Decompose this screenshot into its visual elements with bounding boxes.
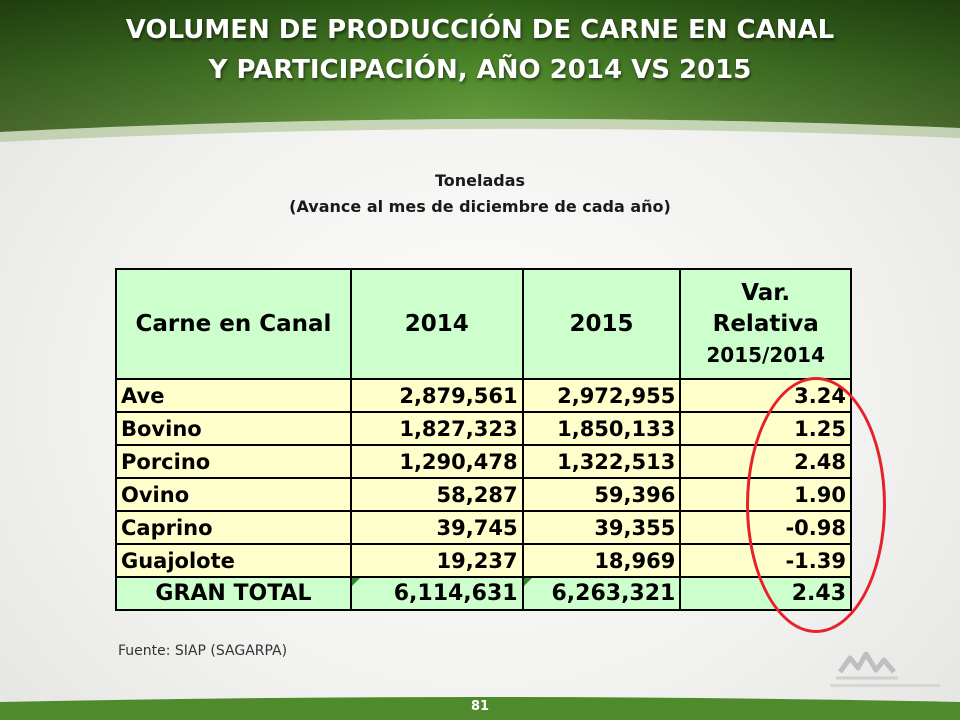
row-2015: 39,355 <box>521 510 682 545</box>
table-row: Bovino 1,827,323 1,850,133 1.25 <box>115 411 852 446</box>
table-row: Ave 2,879,561 2,972,955 3.24 <box>115 378 852 413</box>
table-row: Porcino 1,290,478 1,322,513 2.48 <box>115 444 852 479</box>
table-header-row: Carne en Canal 2014 2015 Var. Relativa 2… <box>115 268 852 380</box>
total-name: GRAN TOTAL <box>115 576 352 611</box>
title-line-2: Y PARTICIPACIÓN, AÑO 2014 VS 2015 <box>208 55 752 85</box>
row-2014: 39,745 <box>349 510 524 545</box>
total-2015: 6,263,321 <box>521 576 682 611</box>
row-2014: 1,827,323 <box>349 411 524 446</box>
table-row: Guajolote 19,237 18,969 -1.39 <box>115 543 852 578</box>
row-2015: 2,972,955 <box>521 378 682 413</box>
row-2014: 2,879,561 <box>349 378 524 413</box>
council-logo-icon <box>830 651 940 687</box>
header-band <box>0 0 960 142</box>
table-row: Caprino 39,745 39,355 -0.98 <box>115 510 852 545</box>
total-2015-value: 6,263,321 <box>551 581 676 606</box>
total-row: GRAN TOTAL 6,114,631 6,263,321 2.43 <box>115 576 852 611</box>
title-line-1: VOLUMEN DE PRODUCCIÓN DE CARNE EN CANAL <box>125 15 835 45</box>
row-2014: 58,287 <box>349 477 524 512</box>
header-var-line-1: Var. <box>741 279 791 306</box>
subtitle-units: Toneladas <box>434 171 526 190</box>
header-var-line-2: Relativa <box>712 310 819 337</box>
row-2015: 59,396 <box>521 477 682 512</box>
row-name: Guajolote <box>115 543 352 578</box>
row-2015: 18,969 <box>521 543 682 578</box>
total-2014-value: 6,114,631 <box>393 581 518 606</box>
source-note: Fuente: SIAP (SAGARPA) <box>118 643 288 659</box>
table-row: Ovino 58,287 59,396 1.90 <box>115 477 852 512</box>
row-name: Porcino <box>115 444 352 479</box>
header-variation: Var. Relativa 2015/2014 <box>679 268 852 380</box>
row-name: Bovino <box>115 411 352 446</box>
footer-band <box>0 697 960 720</box>
row-2014: 19,237 <box>349 543 524 578</box>
header-2014: 2014 <box>349 268 524 380</box>
cell-marker-icon <box>523 578 532 586</box>
cell-marker-icon <box>351 578 360 586</box>
subtitle-period: (Avance al mes de diciembre de cada año) <box>289 197 671 216</box>
slide-title: VOLUMEN DE PRODUCCIÓN DE CARNE EN CANAL … <box>0 10 960 90</box>
highlight-circle <box>746 377 886 633</box>
header-var-line-3: 2015/2014 <box>706 342 825 367</box>
row-2015: 1,850,133 <box>521 411 682 446</box>
row-name: Ovino <box>115 477 352 512</box>
row-name: Caprino <box>115 510 352 545</box>
header-category: Carne en Canal <box>115 268 352 380</box>
total-2014: 6,114,631 <box>349 576 524 611</box>
header-2015: 2015 <box>521 268 682 380</box>
row-name: Ave <box>115 378 352 413</box>
production-table: Carne en Canal 2014 2015 Var. Relativa 2… <box>115 268 852 611</box>
page-number: 81 <box>470 699 490 714</box>
row-2015: 1,322,513 <box>521 444 682 479</box>
row-2014: 1,290,478 <box>349 444 524 479</box>
